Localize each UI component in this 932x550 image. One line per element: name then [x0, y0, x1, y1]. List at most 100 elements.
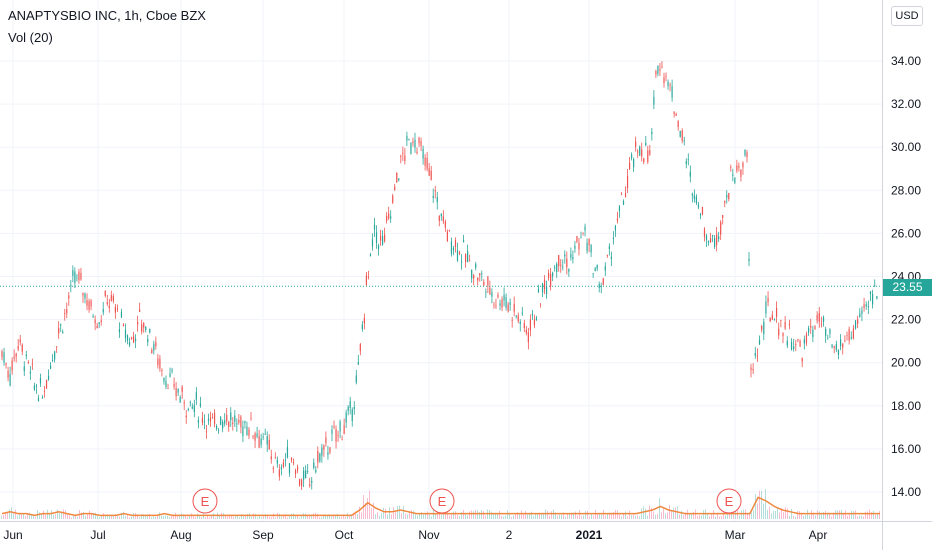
- candle-body: [84, 293, 86, 299]
- candle-body: [763, 321, 765, 335]
- volume-bar: [661, 512, 662, 519]
- candle-body: [149, 329, 151, 333]
- volume-bar: [683, 515, 684, 519]
- volume-bar: [817, 510, 818, 519]
- candle-body: [185, 415, 187, 418]
- candle-body: [17, 345, 19, 350]
- volume-bar: [155, 516, 156, 519]
- candle-body: [359, 344, 361, 351]
- candle-body: [351, 409, 353, 421]
- volume-bar: [713, 510, 714, 519]
- candle-body: [90, 300, 92, 307]
- candle-body: [118, 329, 121, 333]
- candle-body: [110, 295, 112, 301]
- volume-bar: [635, 515, 636, 519]
- candle-body: [722, 215, 724, 218]
- candle-body: [410, 143, 412, 154]
- candle-body: [765, 301, 767, 314]
- candle-body: [685, 161, 687, 164]
- candle-body: [456, 250, 459, 261]
- candle-body: [628, 162, 631, 170]
- volume-bar: [307, 515, 308, 519]
- candle-body: [135, 339, 137, 341]
- candle-body: [825, 328, 827, 336]
- candle-body: [290, 457, 293, 461]
- candle-body: [258, 436, 260, 448]
- volume-bar: [619, 514, 620, 519]
- volume-bar: [707, 514, 708, 519]
- volume-indicator-label[interactable]: Vol (20): [8, 30, 53, 45]
- volume-bar: [213, 513, 214, 519]
- volume-bar: [291, 513, 292, 519]
- volume-bar: [573, 512, 574, 519]
- candle-body: [167, 388, 169, 389]
- candle-body: [835, 343, 837, 350]
- volume-bar: [129, 517, 130, 519]
- candle-body: [872, 293, 874, 305]
- volume-bar: [535, 514, 536, 519]
- candle-body: [58, 328, 60, 334]
- volume-bar: [689, 513, 690, 519]
- candle-body: [679, 131, 681, 137]
- candle-body: [501, 299, 503, 308]
- candle-body: [784, 321, 786, 329]
- candle-body: [434, 190, 436, 192]
- volume-bar: [427, 511, 428, 519]
- volume-bar: [7, 512, 8, 519]
- candle-body: [543, 279, 546, 290]
- volume-bar: [807, 509, 808, 519]
- volume-bar: [301, 515, 302, 519]
- candle-body: [76, 277, 78, 279]
- candle-body: [298, 479, 301, 486]
- candle-body: [80, 273, 82, 280]
- candle-body: [114, 306, 116, 313]
- volume-bar: [3, 515, 4, 519]
- candle-body: [442, 216, 444, 222]
- volume-bar: [389, 507, 390, 519]
- volume-bar: [847, 515, 848, 519]
- volume-bar: [113, 514, 114, 519]
- volume-bar: [237, 514, 238, 519]
- volume-bar: [5, 513, 6, 519]
- volume-bar: [361, 512, 362, 519]
- candle-body: [740, 169, 742, 177]
- candle-body: [88, 301, 90, 310]
- candle-body: [68, 295, 70, 299]
- candle-body: [72, 270, 74, 276]
- volume-bar: [655, 514, 656, 519]
- currency-button[interactable]: USD: [891, 6, 923, 26]
- candle-body: [35, 385, 38, 387]
- volume-bar: [701, 515, 702, 519]
- volume-bar: [527, 514, 528, 519]
- volume-bar: [579, 510, 580, 519]
- candle-body: [430, 170, 432, 180]
- candle-body: [106, 302, 108, 305]
- candle-body: [705, 235, 708, 240]
- candle-body: [193, 405, 195, 412]
- volume-bar: [471, 510, 472, 519]
- volume-bar: [717, 512, 718, 519]
- volume-bar: [145, 515, 146, 519]
- volume-bar: [95, 512, 96, 519]
- earnings-marker[interactable]: E: [192, 488, 218, 514]
- volume-bar: [43, 510, 44, 519]
- candle-body: [155, 342, 157, 347]
- volume-bar: [621, 516, 622, 519]
- candle-body: [550, 274, 552, 287]
- volume-bar: [481, 510, 482, 519]
- candle-body: [742, 162, 744, 168]
- volume-bar: [789, 515, 790, 519]
- candle-body: [471, 269, 473, 279]
- x-tick-label: Mar: [725, 528, 746, 542]
- candle-body: [278, 469, 280, 477]
- volume-bar: [107, 514, 108, 519]
- y-tick-label: 18.00: [891, 399, 921, 413]
- volume-bar: [65, 510, 66, 519]
- candle-body: [19, 339, 21, 343]
- earnings-marker[interactable]: E: [716, 488, 742, 514]
- volume-bar: [509, 512, 510, 519]
- earnings-marker[interactable]: E: [429, 488, 455, 514]
- volume-bar: [445, 510, 446, 519]
